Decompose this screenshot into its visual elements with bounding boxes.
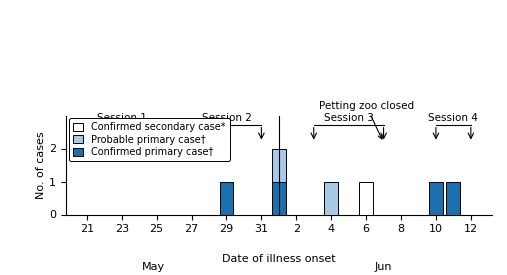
Text: Session 1: Session 1 [97,113,147,123]
X-axis label: Date of illness onset: Date of illness onset [222,254,336,264]
Text: Petting zoo closed: Petting zoo closed [318,101,414,139]
Bar [272,148,286,182]
Bar [359,182,373,214]
Text: May: May [141,262,165,272]
Text: Session 4: Session 4 [428,113,478,123]
Bar [324,182,338,214]
Bar [446,182,460,214]
Text: Session 2: Session 2 [202,113,251,123]
Bar [272,182,286,214]
Y-axis label: No. of cases: No. of cases [37,131,46,199]
Legend: Confirmed secondary case*, Probable primary case†, Confirmed primary case†: Confirmed secondary case*, Probable prim… [69,119,230,161]
Text: Session 3: Session 3 [324,113,374,123]
Text: Jun: Jun [375,262,392,272]
Bar [220,182,233,214]
Bar [429,182,443,214]
